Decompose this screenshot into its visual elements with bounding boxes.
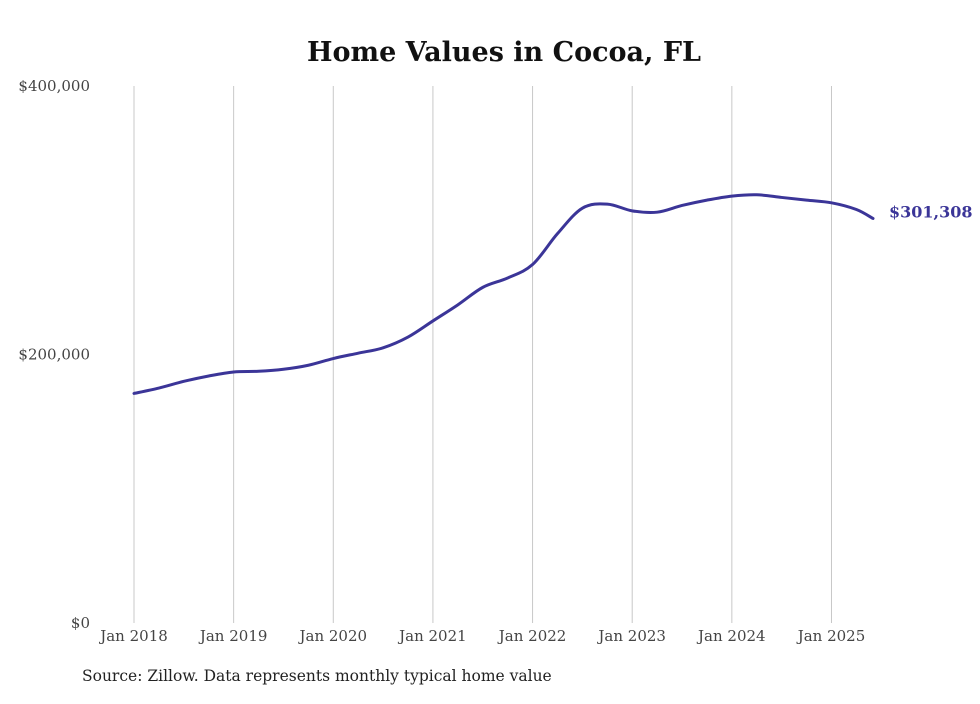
x-tick-label-2: Jan 2020: [297, 627, 367, 645]
x-tick-label-1: Jan 2019: [198, 627, 268, 645]
series-layer: $301,308: [132, 193, 973, 395]
chart-title: Home Values in Cocoa, FL: [307, 37, 701, 68]
x-tick-label-7: Jan 2025: [796, 627, 866, 645]
x-tick-label-0: Jan 2018: [98, 627, 168, 645]
y-tick-label-0: $0: [71, 614, 90, 632]
source-note: Source: Zillow. Data represents monthly …: [82, 667, 552, 685]
grid-lines: [133, 86, 832, 623]
y-axis-ticks: $0 $200,000 $400,000: [18, 77, 90, 632]
x-tick-label-5: Jan 2023: [596, 627, 666, 645]
x-axis-ticks: Jan 2018 Jan 2019 Jan 2020 Jan 2021 Jan 2022…: [98, 627, 865, 645]
end-value-label-0: $301,308: [889, 202, 973, 221]
x-tick-label-3: Jan 2021: [397, 627, 467, 645]
x-tick-label-4: Jan 2022: [497, 627, 567, 645]
y-tick-label-2: $400,000: [18, 77, 90, 95]
x-tick-label-6: Jan 2024: [696, 627, 766, 645]
series-line-0: [132, 193, 875, 395]
y-tick-label-1: $200,000: [18, 346, 90, 364]
